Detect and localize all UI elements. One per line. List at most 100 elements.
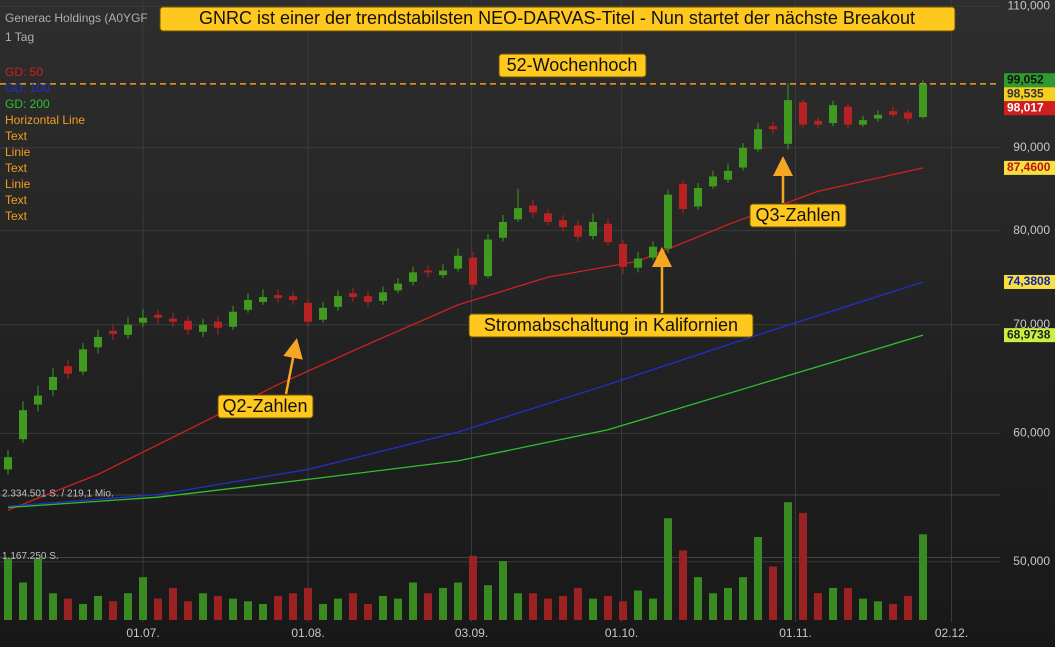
annotation-bg — [468, 313, 754, 338]
candle-body — [724, 170, 732, 180]
y-tick-label: 80,000 — [1013, 223, 1050, 237]
candle-body — [904, 112, 912, 119]
x-tick-label: 01.10. — [605, 626, 638, 640]
volume-bar — [439, 587, 447, 620]
volume-bar — [394, 598, 402, 620]
volume-bar — [4, 558, 12, 620]
price-tag: 98,017 — [1007, 100, 1044, 114]
volume-bar — [319, 603, 327, 620]
volume-bar — [499, 561, 507, 620]
candle-body — [154, 314, 162, 318]
volume-bar — [334, 598, 342, 620]
title-bg — [159, 6, 956, 32]
candle-body — [739, 147, 747, 168]
candle-body — [439, 270, 447, 276]
legend-entry: Text — [5, 161, 28, 175]
volume-bar — [529, 593, 537, 620]
candle-body — [544, 213, 552, 222]
price-tag: 87,4600 — [1007, 160, 1051, 174]
candle-body — [844, 106, 852, 125]
candle-body — [34, 395, 42, 405]
price-tag: 68,9738 — [1007, 327, 1051, 341]
volume-bar — [229, 598, 237, 620]
volume-bar — [19, 582, 27, 620]
candle-body — [829, 105, 837, 124]
legend-entry: Linie — [5, 177, 31, 191]
volume-bar — [79, 603, 87, 620]
candle-body — [484, 239, 492, 277]
candle-body — [244, 300, 252, 310]
candle-body — [169, 318, 177, 322]
candle-body — [619, 244, 627, 267]
candle-body — [859, 120, 867, 125]
volume-bar — [454, 582, 462, 620]
candle-body — [4, 457, 12, 470]
volume-bar — [289, 593, 297, 620]
annotation-bg — [749, 203, 847, 228]
volume-bar — [859, 598, 867, 620]
volume-bar — [574, 587, 582, 620]
ma-line — [7, 281, 924, 507]
candle-body — [664, 194, 672, 249]
candle-body — [499, 221, 507, 238]
candle-body — [814, 120, 822, 125]
volume-bar — [694, 577, 702, 620]
legend-entry: Horizontal Line — [5, 113, 85, 127]
annotation-bg — [498, 53, 647, 78]
price-tag: 99,052 — [1007, 72, 1044, 86]
candle-body — [469, 257, 477, 285]
candle-body — [874, 114, 882, 119]
x-tick-label: 01.08. — [291, 626, 324, 640]
volume-bar — [589, 598, 597, 620]
volume-bar — [469, 555, 477, 620]
candle-body — [319, 307, 327, 320]
volume-bar — [769, 566, 777, 620]
volume-tick-label: 2.334.501 S. / 219,1 Mio. — [2, 489, 114, 500]
annotation-bg — [217, 394, 314, 419]
annotation: Q2-Zahlen — [217, 338, 314, 419]
annotation-text: Q2-Zahlen — [222, 396, 307, 416]
price-tag-bg — [1004, 73, 1055, 88]
candle-body — [64, 366, 72, 374]
volume-bar — [49, 593, 57, 620]
moving-averages — [0, 83, 1000, 511]
candle-body — [409, 272, 417, 282]
title-box: GNRC ist einer der trendstabilsten NEO-D… — [159, 6, 956, 32]
legend-entry: GD: 200 — [5, 97, 50, 111]
candle-body — [574, 225, 582, 237]
candle-body — [349, 293, 357, 298]
instrument: Generac Holdings (A0YGF — [5, 11, 148, 25]
candle-body — [49, 376, 57, 391]
volume-bar — [754, 537, 762, 620]
y-tick-label: 50,000 — [1013, 554, 1050, 568]
volume-bar — [184, 601, 192, 620]
x-tick-label: 02.12. — [935, 626, 968, 640]
candle-body — [379, 292, 387, 301]
volume-bar — [799, 512, 807, 620]
volume-bar — [874, 601, 882, 620]
candle-body — [274, 295, 282, 299]
volume-bar — [124, 593, 132, 620]
y-tick-label: 110,000 — [1008, 0, 1051, 13]
x-tick-label: 01.11. — [779, 626, 811, 640]
volume-bar — [304, 587, 312, 620]
volume-bar — [139, 577, 147, 620]
volume-layer — [4, 502, 927, 620]
price-tag-bg — [1004, 87, 1055, 102]
candle-body — [679, 183, 687, 210]
volume-bar — [904, 595, 912, 620]
candle-body — [709, 176, 717, 187]
candle-body — [364, 296, 372, 302]
volume-bar — [409, 582, 417, 620]
ma-line — [7, 334, 924, 509]
candles — [4, 80, 927, 475]
candle-body — [454, 255, 462, 269]
volume-bar — [544, 598, 552, 620]
volume-bar — [214, 595, 222, 620]
candle-body — [889, 111, 897, 115]
volume-tick-label: 1.167.250 S. — [2, 551, 59, 562]
volume-bar — [559, 595, 567, 620]
legend-entry: Text — [5, 193, 28, 207]
price-tag-bg — [1004, 101, 1055, 116]
candle-body — [559, 220, 567, 228]
